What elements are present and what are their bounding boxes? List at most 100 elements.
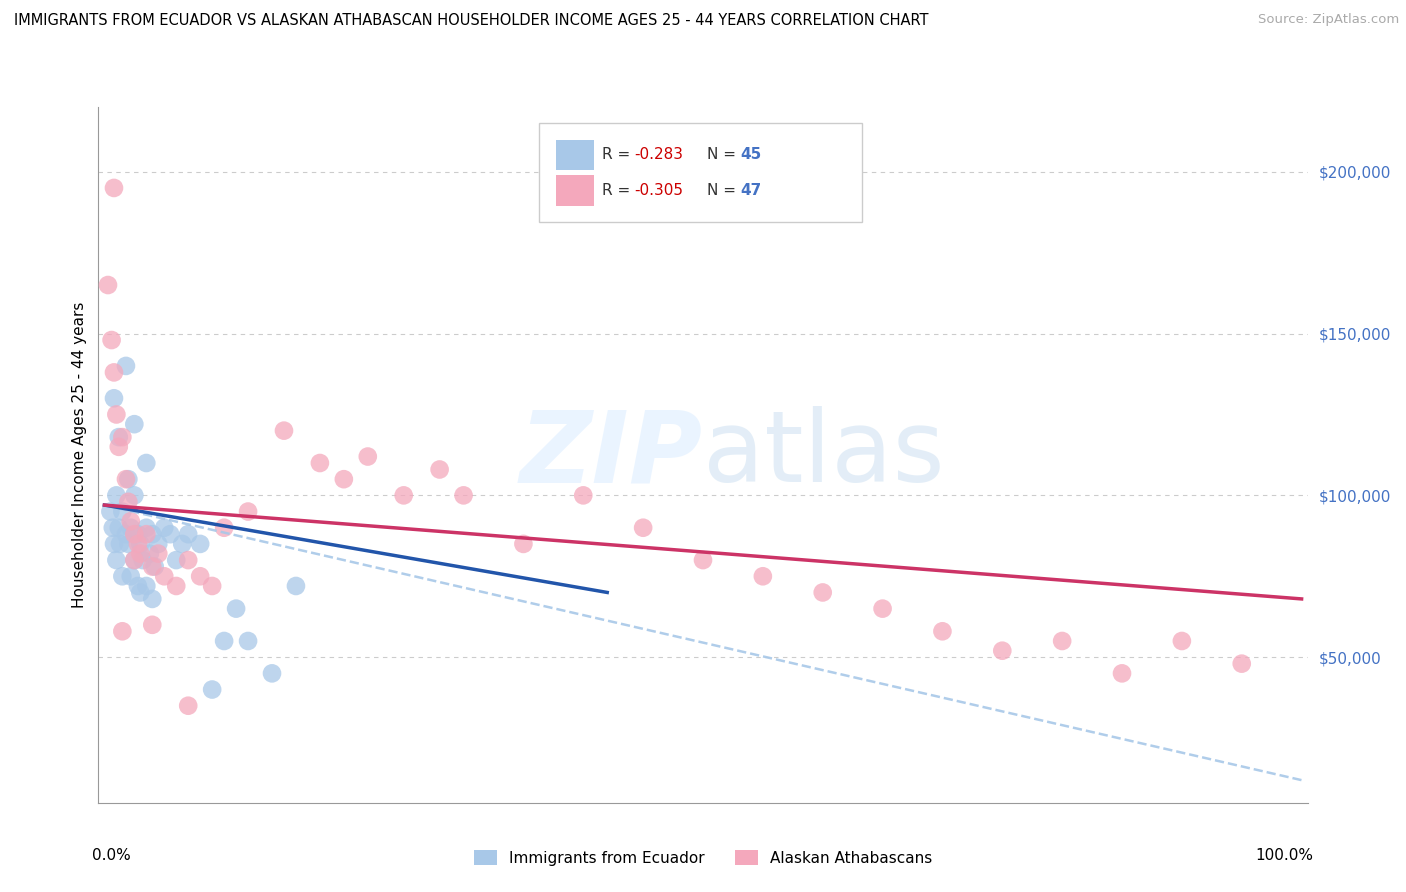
Point <box>124 417 146 432</box>
Point <box>100 504 122 518</box>
Point <box>260 666 283 681</box>
Point <box>165 553 187 567</box>
Point <box>139 547 162 561</box>
Point <box>872 601 894 615</box>
Point <box>991 643 1014 657</box>
Point <box>153 569 176 583</box>
Point <box>111 504 134 518</box>
Text: 45: 45 <box>740 147 761 162</box>
Point <box>111 569 134 583</box>
Point <box>111 624 134 639</box>
Point <box>105 553 128 567</box>
Text: 100.0%: 100.0% <box>1256 848 1313 863</box>
Point <box>120 521 142 535</box>
Point <box>141 527 163 541</box>
Point <box>103 537 125 551</box>
Point <box>177 527 200 541</box>
Point <box>108 537 131 551</box>
Text: 47: 47 <box>740 183 761 198</box>
Point <box>141 559 163 574</box>
Point <box>357 450 380 464</box>
Point <box>115 472 138 486</box>
Point <box>177 553 200 567</box>
Text: N =: N = <box>707 183 741 198</box>
Point <box>117 495 139 509</box>
Point <box>1050 634 1073 648</box>
Point <box>1111 666 1133 681</box>
Point <box>129 585 152 599</box>
Point <box>931 624 953 639</box>
Point <box>107 440 129 454</box>
Point <box>201 682 224 697</box>
Point <box>165 579 187 593</box>
Point <box>159 527 181 541</box>
Point <box>1171 634 1194 648</box>
Point <box>201 579 224 593</box>
Point <box>135 521 157 535</box>
Point <box>97 278 120 293</box>
Point <box>141 617 163 632</box>
Point <box>124 527 146 541</box>
Point <box>143 559 166 574</box>
Text: ZIP: ZIP <box>520 407 703 503</box>
Text: 0.0%: 0.0% <box>93 848 131 863</box>
Point <box>115 527 138 541</box>
Point <box>105 488 128 502</box>
Point <box>453 488 475 502</box>
Point <box>107 430 129 444</box>
Point <box>188 569 211 583</box>
Point <box>236 634 259 648</box>
Point <box>1230 657 1253 671</box>
Point <box>115 359 138 373</box>
Point <box>107 521 129 535</box>
Point <box>429 462 451 476</box>
Point <box>631 521 654 535</box>
Point <box>127 537 149 551</box>
Point <box>188 537 211 551</box>
Point <box>148 537 170 551</box>
Point <box>273 424 295 438</box>
Point <box>512 537 534 551</box>
Text: Source: ZipAtlas.com: Source: ZipAtlas.com <box>1258 13 1399 27</box>
Point <box>284 579 307 593</box>
Point <box>120 569 142 583</box>
Point <box>117 537 139 551</box>
Point <box>127 527 149 541</box>
Point <box>127 579 149 593</box>
Point <box>132 553 155 567</box>
Point <box>129 547 152 561</box>
Point <box>236 504 259 518</box>
Legend: Immigrants from Ecuador, Alaskan Athabascans: Immigrants from Ecuador, Alaskan Athabas… <box>468 844 938 871</box>
Point <box>100 333 122 347</box>
Text: atlas: atlas <box>703 407 945 503</box>
Point <box>141 591 163 606</box>
Point <box>333 472 356 486</box>
Point <box>153 521 176 535</box>
Point <box>212 634 235 648</box>
Point <box>124 488 146 502</box>
Y-axis label: Householder Income Ages 25 - 44 years: Householder Income Ages 25 - 44 years <box>72 301 87 608</box>
Point <box>124 553 146 567</box>
Point <box>135 456 157 470</box>
Point <box>148 547 170 561</box>
Text: IMMIGRANTS FROM ECUADOR VS ALASKAN ATHABASCAN HOUSEHOLDER INCOME AGES 25 - 44 YE: IMMIGRANTS FROM ECUADOR VS ALASKAN ATHAB… <box>14 13 928 29</box>
Point <box>103 392 125 406</box>
Point <box>111 430 134 444</box>
Point <box>105 408 128 422</box>
Point <box>124 553 146 567</box>
Text: R =: R = <box>602 147 636 162</box>
Point <box>392 488 415 502</box>
Point <box>101 521 124 535</box>
Point <box>135 527 157 541</box>
Point <box>692 553 714 567</box>
Point <box>177 698 200 713</box>
Point <box>752 569 775 583</box>
Point <box>117 472 139 486</box>
Point <box>120 514 142 528</box>
Point <box>103 365 125 379</box>
Point <box>103 181 125 195</box>
Text: -0.283: -0.283 <box>634 147 683 162</box>
Point <box>212 521 235 535</box>
Point <box>135 579 157 593</box>
Point <box>172 537 194 551</box>
